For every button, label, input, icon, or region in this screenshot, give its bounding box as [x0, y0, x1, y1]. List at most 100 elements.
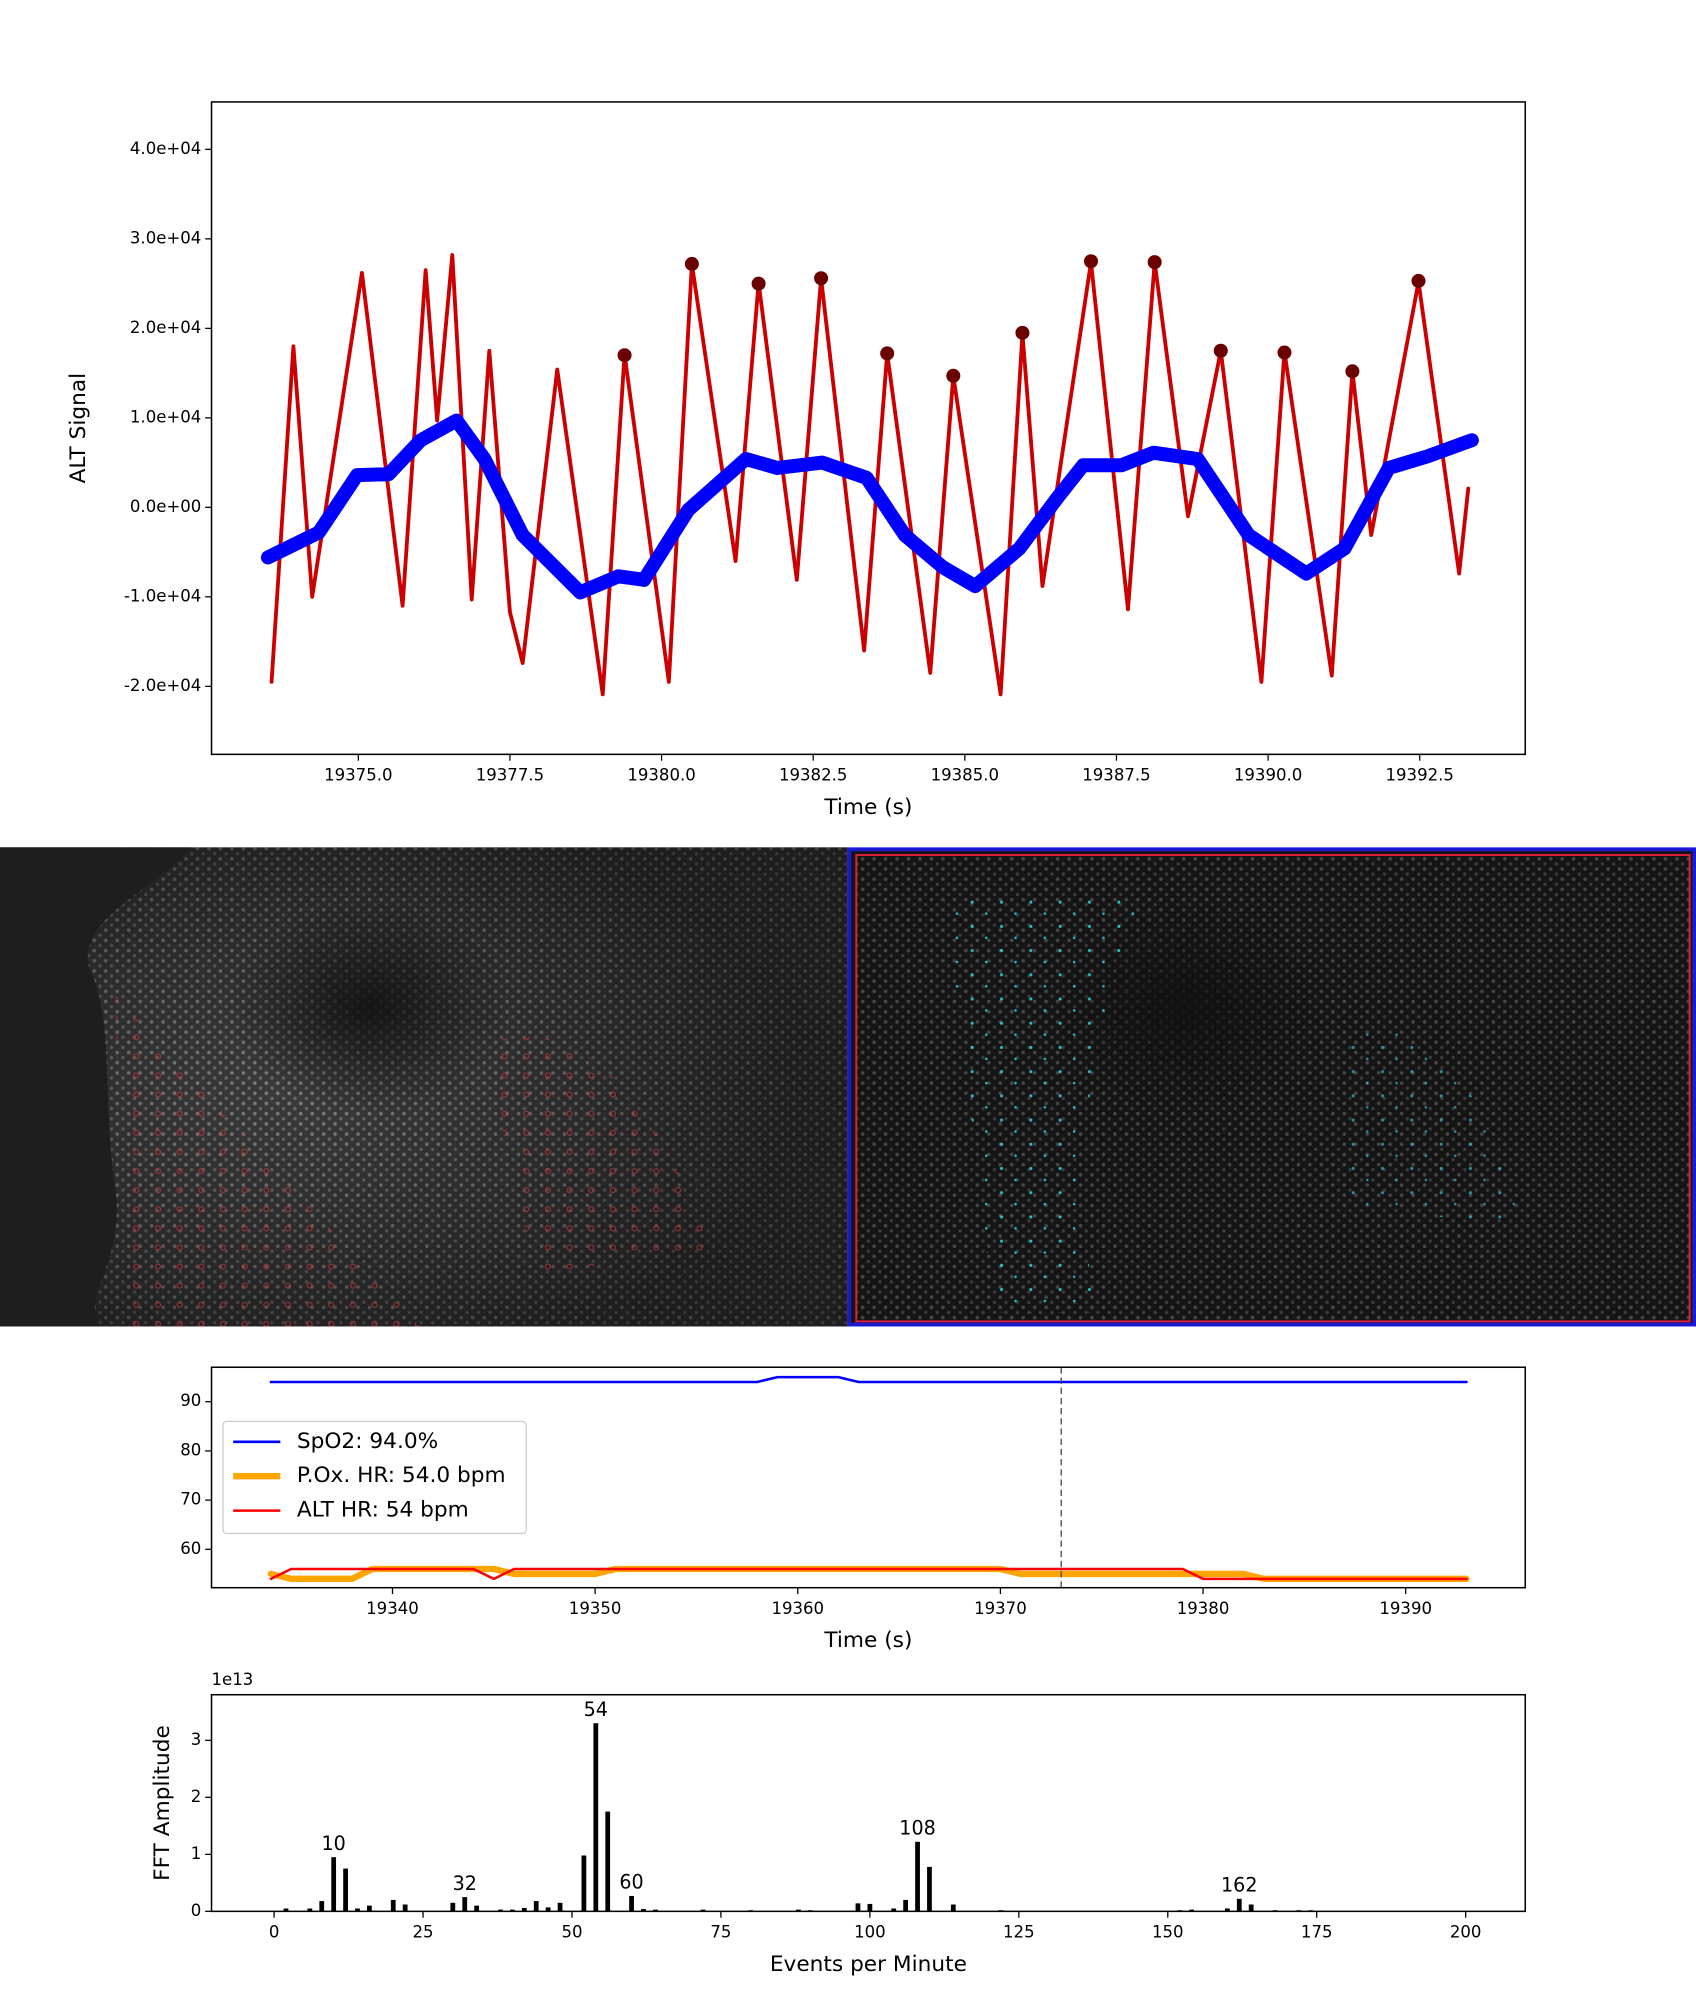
x-tick-label: 19375.0 [324, 766, 392, 785]
bar [629, 1895, 634, 1912]
bar [343, 1868, 348, 1912]
bar [557, 1902, 563, 1912]
x-tick-label: 19340 [366, 1599, 419, 1618]
x-tick-label: 19382.5 [779, 766, 847, 785]
bar [927, 1866, 932, 1912]
x-tick-label: 150 [1152, 1923, 1184, 1942]
y-tick-label: 0.0e+00 [130, 497, 201, 516]
peak-marker [1213, 343, 1228, 358]
x-tick-label: 19390 [1379, 1599, 1432, 1618]
peak-marker [1015, 325, 1030, 340]
y-tick-label: 3 [191, 1730, 202, 1749]
y-tick-label: 2.0e+04 [130, 318, 201, 337]
peak-label: 108 [899, 1817, 935, 1840]
legend-label: SpO2: 94.0% [297, 1429, 438, 1454]
bar [307, 1908, 313, 1912]
peak-marker [1147, 255, 1162, 270]
peak-marker [1345, 364, 1360, 379]
plot-frame [210, 1366, 1527, 1589]
x-tick-label: 19392.5 [1385, 766, 1453, 785]
bar [545, 1907, 551, 1912]
bar [700, 1909, 706, 1912]
x-tick-label: 19370 [974, 1599, 1027, 1618]
x-tick-label: 19377.5 [476, 766, 544, 785]
y-tick-label: 4.0e+04 [130, 139, 201, 158]
bar [319, 1901, 325, 1912]
x-tick-label: 19385.0 [931, 766, 999, 785]
series-line [269, 1567, 1468, 1581]
legend-label: P.Ox. HR: 54.0 bpm [297, 1463, 506, 1488]
peak-label: 32 [453, 1872, 477, 1895]
legend-label: ALT HR: 54 bpm [297, 1498, 469, 1523]
microscope-image-left [0, 847, 848, 1327]
x-axis-label: Time (s) [823, 1628, 912, 1653]
x-axis-label: Events per Minute [770, 1952, 967, 1977]
bar [450, 1902, 456, 1912]
peak-label: 162 [1221, 1874, 1257, 1897]
peak-marker [1083, 254, 1098, 269]
bar [795, 1909, 801, 1912]
bar [462, 1897, 468, 1912]
x-tick-label: 200 [1450, 1923, 1482, 1942]
y-tick-label: 1.0e+04 [130, 407, 201, 426]
y-axis-label: FFT Amplitude [150, 1725, 175, 1881]
y-tick-label: 2 [191, 1787, 202, 1806]
bar [355, 1908, 360, 1912]
bar [1236, 1898, 1242, 1912]
peak-label: 54 [584, 1698, 608, 1721]
bar [510, 1909, 515, 1912]
series-line [269, 1375, 1468, 1384]
bar [1248, 1904, 1254, 1912]
x-axis-label: Time (s) [823, 795, 912, 820]
x-tick-label: 19360 [771, 1599, 824, 1618]
peak-marker [751, 276, 766, 291]
peak-label: 10 [321, 1832, 345, 1855]
bar [855, 1903, 861, 1912]
peak-marker [684, 256, 699, 271]
peak-marker [1411, 273, 1426, 288]
bar [1189, 1909, 1194, 1912]
x-tick-label: 19350 [569, 1599, 622, 1618]
microscope-image-right [847, 847, 1696, 1327]
bar [402, 1904, 408, 1912]
legend-box [222, 1420, 527, 1535]
x-tick-label: 19380 [1177, 1599, 1230, 1618]
bar [891, 1908, 897, 1912]
y-tick-label: 1 [191, 1844, 202, 1863]
x-tick-label: 19380.0 [627, 766, 695, 785]
y-tick-label: 90 [180, 1391, 201, 1410]
y-tick-label: -2.0e+04 [124, 676, 201, 695]
x-tick-label: 19390.0 [1234, 766, 1302, 785]
offset-label: 1e13 [212, 1670, 254, 1689]
bar [331, 1857, 337, 1912]
bar [474, 1905, 480, 1912]
bar [581, 1855, 587, 1912]
series-line [260, 413, 1479, 600]
y-tick-label: 70 [180, 1490, 201, 1509]
bar [498, 1909, 503, 1912]
chart-2: 0 25 50 75 100 125 150 175 200 0 1 2 3 Events per Min… [150, 1670, 1527, 1977]
bar [390, 1899, 396, 1912]
bar [605, 1811, 611, 1912]
y-tick-label: 0 [191, 1901, 202, 1920]
peak-marker [946, 368, 961, 383]
peak-marker [880, 346, 895, 361]
series-line [267, 1565, 1470, 1583]
peak-label: 60 [619, 1871, 643, 1894]
x-tick-label: 100 [854, 1923, 886, 1942]
x-tick-label: 75 [710, 1923, 731, 1942]
y-tick-label: 60 [180, 1539, 201, 1558]
x-tick-label: 50 [561, 1923, 582, 1942]
bar [653, 1909, 658, 1912]
bar [915, 1841, 920, 1912]
x-tick-label: 25 [412, 1923, 433, 1942]
peak-marker [617, 348, 632, 363]
y-tick-label: -1.0e+04 [124, 586, 201, 605]
peak-marker [814, 271, 829, 286]
chart-0: 19375.0 19377.5 19380.0 19382.5 19385.0 19387… [66, 101, 1527, 820]
bar [283, 1908, 289, 1912]
y-axis-label: ALT Signal [66, 373, 91, 484]
bar [641, 1909, 646, 1912]
bar [521, 1907, 527, 1912]
